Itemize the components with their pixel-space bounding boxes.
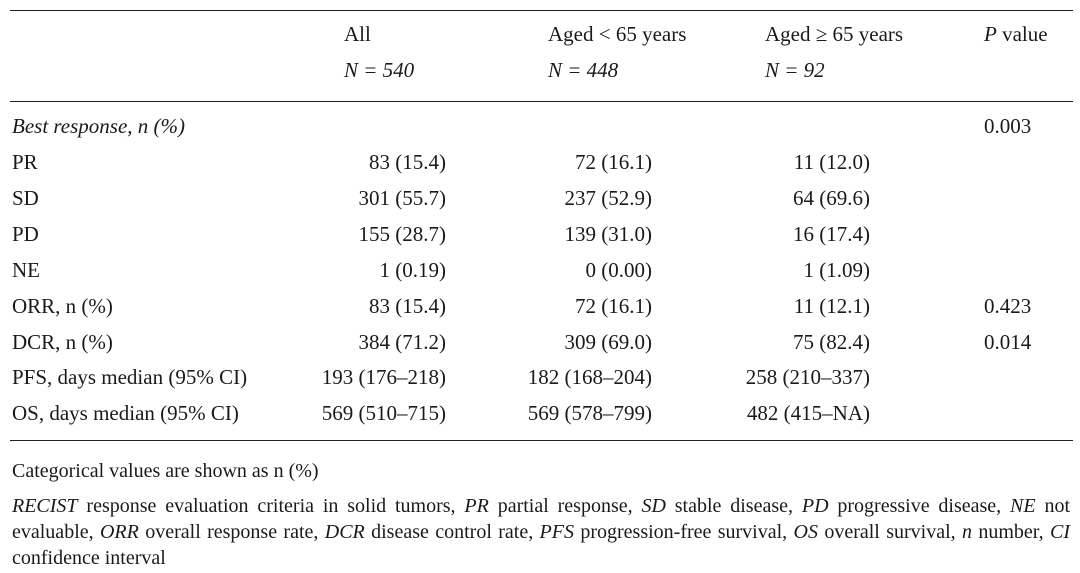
row-label: PR bbox=[12, 150, 38, 174]
header-aged-65-plus: Aged ≥ 65 years bbox=[765, 22, 904, 46]
cell-aged-65-plus: 16 (17.4) bbox=[793, 222, 870, 246]
cell-all: 384 (71.2) bbox=[358, 330, 447, 354]
header-all: All bbox=[344, 22, 371, 46]
abbr-term: ORR bbox=[99, 521, 139, 543]
cell-aged-65-plus: 11 (12.0) bbox=[793, 150, 870, 174]
abbr-definition: response evaluation criteria in solid tu… bbox=[77, 495, 465, 517]
cell-all: 83 (15.4) bbox=[369, 150, 446, 174]
abbr-term: CI bbox=[1050, 521, 1070, 543]
abbr-definition: disease control rate, bbox=[364, 521, 540, 543]
row-label: DCR, n (%) bbox=[12, 330, 113, 354]
abbr-definition: partial response, bbox=[488, 495, 642, 517]
abbr-term: RECIST bbox=[12, 495, 78, 517]
cell-aged-under-65: 237 (52.9) bbox=[564, 186, 653, 210]
abbr-definition: progression-free survival, bbox=[573, 521, 794, 543]
row-label: NE bbox=[12, 258, 40, 282]
header-rule bbox=[10, 101, 1073, 102]
section-best-response: Best response, n (%) bbox=[12, 114, 186, 138]
cell-aged-under-65: 139 (31.0) bbox=[564, 222, 653, 246]
abbr-definition: confidence interval bbox=[12, 547, 166, 569]
header-p-letter: P bbox=[984, 22, 997, 46]
abbr-definition: overall survival, bbox=[817, 521, 962, 543]
header-p-suffix: value bbox=[996, 22, 1048, 46]
table-top-rule bbox=[10, 10, 1073, 11]
cell-aged-under-65: 0 (0.00) bbox=[585, 258, 653, 282]
abbr-term: PR bbox=[464, 495, 489, 517]
cell-aged-under-65: 72 (16.1) bbox=[575, 150, 652, 174]
cell-p-value: 0.423 bbox=[984, 294, 1032, 318]
footnote-abbreviations: RECIST response evaluation criteria in s… bbox=[12, 493, 1070, 571]
abbr-definition: not evaluable, bbox=[12, 495, 1070, 543]
cell-aged-65-plus: 75 (82.4) bbox=[793, 330, 870, 354]
cell-aged-under-65: 72 (16.1) bbox=[575, 294, 652, 318]
abbr-definition: overall response rate, bbox=[138, 521, 325, 543]
header-aged-65-plus-n: N = 92 bbox=[765, 58, 825, 82]
section-best-response-p: 0.003 bbox=[984, 114, 1032, 138]
footnote-categorical: Categorical values are shown as n (%) bbox=[12, 460, 319, 482]
row-label: PD bbox=[12, 222, 39, 246]
cell-all: 569 (510–715) bbox=[321, 401, 446, 425]
abbr-definition: number, bbox=[972, 521, 1050, 543]
cell-all: 301 (55.7) bbox=[358, 186, 447, 210]
abbr-term: PFS bbox=[539, 521, 574, 543]
abbr-term: PD bbox=[801, 495, 829, 517]
abbr-term: SD bbox=[641, 495, 666, 517]
cell-all: 83 (15.4) bbox=[369, 294, 446, 318]
abbr-term: NE bbox=[1010, 495, 1036, 517]
cell-aged-65-plus: 11 (12.1) bbox=[793, 294, 870, 318]
cell-p-value: 0.014 bbox=[984, 330, 1032, 354]
cell-all: 193 (176–218) bbox=[321, 365, 446, 389]
abbr-term: OS bbox=[793, 521, 818, 543]
header-aged-under-65-n: N = 448 bbox=[548, 58, 619, 82]
table-bottom-rule bbox=[10, 440, 1073, 441]
cell-aged-65-plus: 258 (210–337) bbox=[745, 365, 870, 389]
row-label: PFS, days median (95% CI) bbox=[12, 365, 248, 389]
abbr-definition: progressive disease, bbox=[828, 495, 1011, 517]
cell-aged-under-65: 182 (168–204) bbox=[527, 365, 652, 389]
cell-aged-65-plus: 64 (69.6) bbox=[793, 186, 870, 210]
abbr-term: DCR bbox=[324, 521, 365, 543]
cell-aged-65-plus: 1 (1.09) bbox=[803, 258, 871, 282]
row-label: SD bbox=[12, 186, 39, 210]
header-all-n: N = 540 bbox=[344, 58, 415, 82]
cell-aged-under-65: 569 (578–799) bbox=[527, 401, 652, 425]
abbr-term: n bbox=[962, 521, 972, 543]
cell-aged-under-65: 309 (69.0) bbox=[564, 330, 653, 354]
cell-aged-65-plus: 482 (415–NA) bbox=[746, 401, 870, 425]
cell-all: 1 (0.19) bbox=[379, 258, 447, 282]
abbr-definition: stable disease, bbox=[665, 495, 802, 517]
header-aged-under-65: Aged < 65 years bbox=[548, 22, 687, 46]
row-label: ORR, n (%) bbox=[12, 294, 113, 318]
cell-all: 155 (28.7) bbox=[358, 222, 447, 246]
header-p-value: P value bbox=[984, 24, 1048, 45]
row-label: OS, days median (95% CI) bbox=[12, 401, 239, 425]
